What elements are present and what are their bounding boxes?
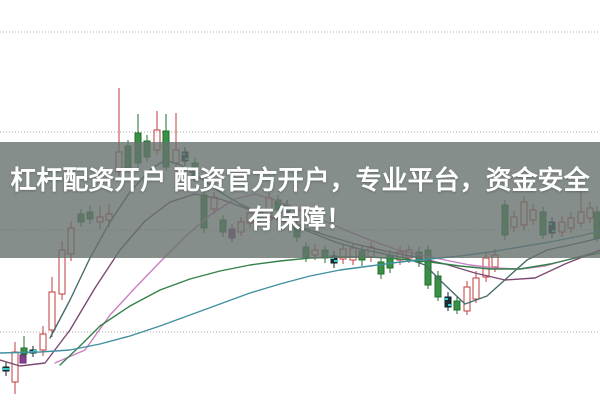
candle-body-u <box>48 291 56 331</box>
ad-text-line1: 杠杆配资开户 配资官方开户，专业平台，资金安全 <box>10 165 590 195</box>
candle-body-u <box>11 351 19 383</box>
ma-green <box>59 252 600 366</box>
candle-body-u <box>39 333 47 351</box>
candle-body-p <box>19 354 27 364</box>
ad-banner: 杠杆配资开户 配资官方开户，专业平台，资金安全 有保障！ <box>0 142 600 258</box>
candle-body-u <box>472 277 480 300</box>
candle-body-u <box>463 286 471 312</box>
candle-body-d <box>434 275 442 298</box>
candle-body-k <box>444 296 452 308</box>
ad-text-line2: 有保障！ <box>247 204 352 234</box>
candle-body-d <box>20 347 28 355</box>
candle-body-d <box>453 300 461 311</box>
candle-body-d <box>377 261 385 275</box>
